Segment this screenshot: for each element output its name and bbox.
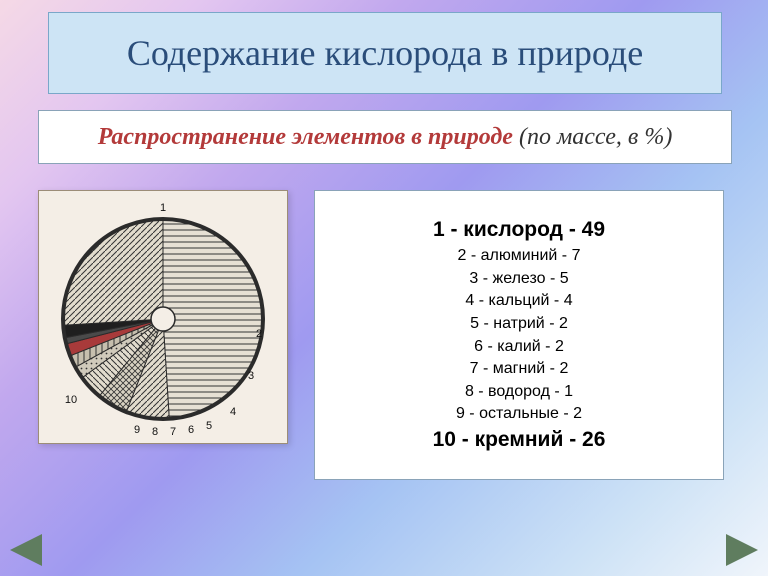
- legend-line-10: 10 - кремний - 26: [433, 426, 606, 454]
- pie-label-2: 2: [256, 328, 262, 340]
- legend-line-7: 7 - магний - 2: [470, 358, 569, 380]
- next-slide-button[interactable]: [726, 534, 758, 566]
- pie-slice-10: [63, 219, 163, 325]
- pie-label-6: 6: [188, 424, 194, 436]
- slide-title: Содержание кислорода в природе: [127, 32, 643, 74]
- legend-line-6: 6 - калий - 2: [474, 336, 564, 358]
- pie-chart-svg: 1 2 3 4 56789 10: [39, 191, 287, 443]
- legend-line-9: 9 - остальные - 2: [456, 403, 582, 425]
- pie-group: 1 2 3 4 56789 10: [63, 202, 263, 438]
- legend-line-5: 5 - натрий - 2: [470, 313, 568, 335]
- pie-label-9: 9: [134, 424, 140, 436]
- subtitle-box: Распространение элементов в природе (по …: [38, 110, 732, 164]
- title-box: Содержание кислорода в природе: [48, 12, 722, 94]
- pie-label-5: 5: [206, 420, 212, 432]
- pie-slice-1: [163, 219, 263, 419]
- legend-line-2: 2 - алюминий - 7: [458, 245, 581, 267]
- legend-line-8: 8 - водород - 1: [465, 381, 573, 403]
- slide: Содержание кислорода в природе Распростр…: [0, 0, 768, 576]
- pie-label-4: 4: [230, 406, 236, 418]
- pie-chart-panel: 1 2 3 4 56789 10: [38, 190, 288, 444]
- pie-label-3: 3: [248, 370, 254, 382]
- subtitle-emph: Распространение элементов в природе: [98, 124, 519, 150]
- legend-line-4: 4 - кальций - 4: [465, 290, 572, 312]
- pie-label-10: 10: [65, 394, 77, 406]
- prev-slide-button[interactable]: [10, 534, 42, 566]
- legend-panel: 1 - кислород - 492 - алюминий - 73 - жел…: [314, 190, 724, 480]
- legend-line-3: 3 - железо - 5: [469, 268, 568, 290]
- pie-center-hole: [151, 307, 175, 331]
- subtitle-rest: (по массе, в %): [519, 124, 672, 150]
- pie-label-1: 1: [160, 202, 166, 214]
- legend-line-1: 1 - кислород - 49: [433, 216, 605, 244]
- pie-label-8: 8: [152, 426, 158, 438]
- pie-label-7: 7: [170, 426, 176, 438]
